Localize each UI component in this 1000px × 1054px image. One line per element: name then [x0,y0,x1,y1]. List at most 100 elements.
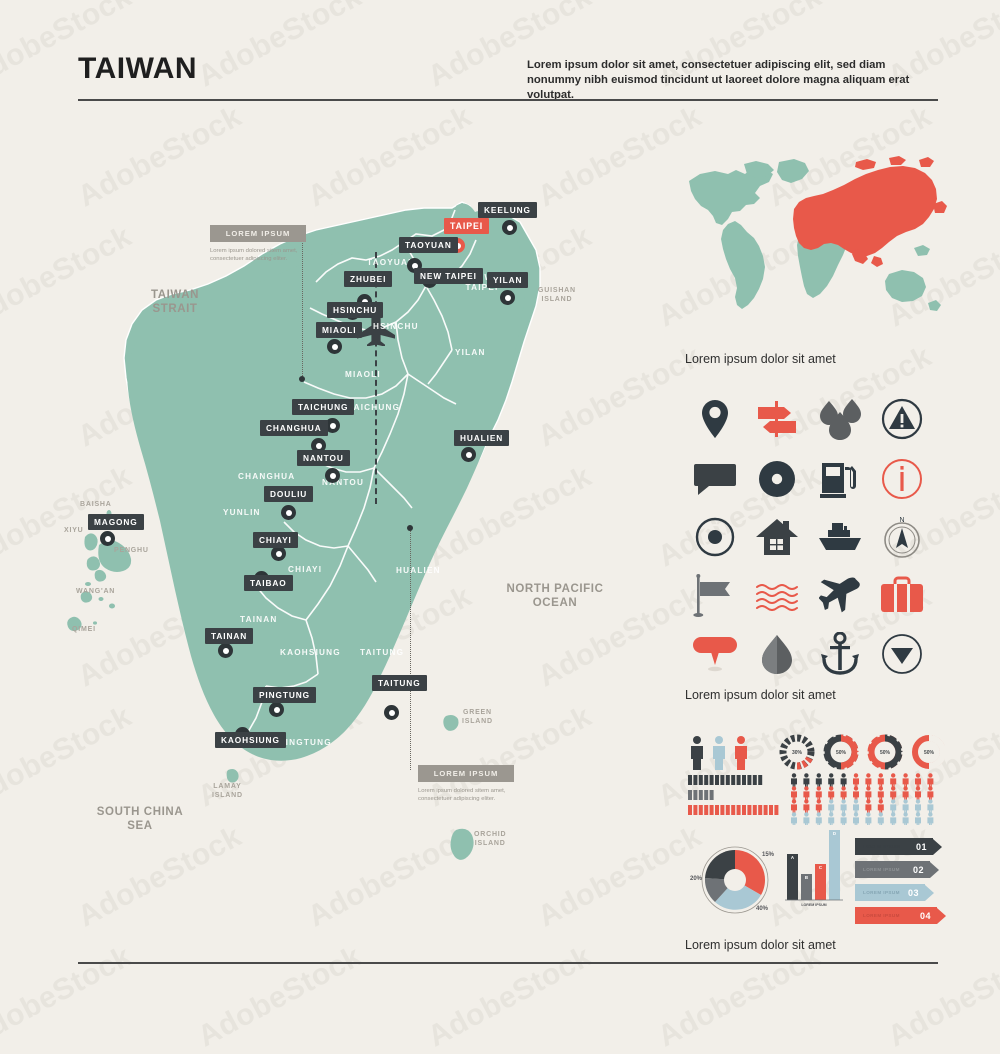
callout-south-title: LOREM IPSUM [418,765,514,782]
city-pin-chiayi[interactable] [271,546,286,561]
penghu-islands [67,510,132,631]
anchor-icon[interactable] [816,630,864,678]
person-pictogram [877,786,884,803]
signpost-icon[interactable] [753,395,801,443]
city-label-chiayi[interactable]: CHIAYI [253,532,298,548]
compass-icon[interactable]: N [878,513,926,561]
city-label-pingtung[interactable]: PINGTUNG [253,687,316,703]
donut-1: 30% [779,734,815,770]
region-label-chiayi: CHIAYI [288,565,323,574]
city-label-yilan[interactable]: YILAN [487,272,529,288]
banner-04[interactable]: LOREM IPSUM 04 [855,907,946,924]
leader-dot-north [299,376,306,382]
svg-text:15%: 15% [762,852,775,858]
city-label-keelung[interactable]: KEELUNG [478,202,537,218]
person-pictogram [865,786,872,803]
donut-chart-set: 30% 50% 50% 50% [779,733,945,771]
header-divider [78,99,938,101]
sea-label-south-china: SOUTH CHINA SEA [96,806,184,832]
city-pin-taitung[interactable] [384,705,399,720]
city-pin-taichung[interactable] [325,418,340,433]
map-pin-icon[interactable] [691,395,739,443]
waves-icon[interactable] [753,572,801,620]
callout-south[interactable]: LOREM IPSUM Lorem ipsum dolored sitem am… [418,765,514,803]
city-label-taibao[interactable]: TAIBAO [244,575,293,591]
speech-bubble-icon[interactable] [691,455,739,503]
city-pin-douliu[interactable] [281,505,296,520]
person-pictogram [815,773,822,790]
ship-icon[interactable] [816,513,864,561]
city-label-tainan[interactable]: TAINAN [205,628,254,644]
city-label-miaoli[interactable]: MIAOLI [316,322,363,338]
airplane-map-icon [357,312,395,346]
city-label-new-taipei[interactable]: NEW TAIPEI [414,268,483,284]
flag-icon[interactable] [691,572,739,620]
city-label-hualien[interactable]: HUALIEN [454,430,510,446]
city-pin-yilan[interactable] [500,290,515,305]
callout-north-text: Lorem ipsum dolored sitem amet, consecte… [210,248,298,262]
green-island-shape [443,715,459,731]
city-pin-miaoli[interactable] [327,339,342,354]
banner-03[interactable]: LOREM IPSUM 03 [855,884,934,901]
callout-north[interactable]: LOREM IPSUM Lorem ipsum dolored sitem am… [210,225,306,263]
taiwan-map[interactable]: TAIWAN STRAIT NORTH PACIFIC OCEAN SOUTH CH… [0,110,660,910]
water-drops-icon[interactable] [816,395,864,443]
city-pin-magong[interactable] [100,531,115,546]
column-chart: A B C D LOREM IPSUM [785,830,843,906]
person-pictogram [877,799,884,816]
island-label-guishan: GUISHAN ISLAND [538,287,576,303]
city-pin-tainan[interactable] [218,643,233,658]
city-label-taoyuan[interactable]: TAOYUAN [399,237,458,253]
city-pin-hualien[interactable] [461,447,476,462]
circle-dot-icon[interactable] [753,455,801,503]
watermark-text: AdobeStock [192,0,368,94]
region-label-hualien: HUALIEN [396,566,441,575]
watermark-text: AdobeStock [652,459,828,574]
gas-station-icon[interactable] [816,455,864,503]
info-circle-icon[interactable] [878,455,926,503]
person-pictogram [803,812,810,825]
city-label-hsinchu[interactable]: HSINCHU [327,302,384,318]
city-label-taitung[interactable]: TAITUNG [372,675,427,691]
bar-d [829,830,840,900]
person-dark [691,736,703,770]
guishan-island-shape [445,297,458,311]
city-label-taipei[interactable]: TAIPEI [444,218,490,234]
city-label-douliu[interactable]: DOULIU [264,486,314,502]
target-circle-icon[interactable] [691,513,739,561]
city-pin-nantou[interactable] [325,468,340,483]
island-label-baisha: BAISHA [80,501,112,508]
city-label-nantou[interactable]: NANTOU [297,450,350,466]
banner-01-label: LOREM IPSUM [863,844,900,849]
location-tag-icon[interactable] [691,630,739,678]
water-drop-icon[interactable] [753,630,801,678]
city-label-changhua[interactable]: CHANGHUA [260,420,328,436]
house-icon[interactable] [753,513,801,561]
city-label-taichung[interactable]: TAICHUNG [292,399,355,415]
suitcase-icon[interactable] [878,572,926,620]
person-pictogram [815,786,822,803]
person-pictogram [828,786,835,803]
person-pictogram [915,786,921,803]
person-pictogram [840,812,847,825]
city-label-zhubei[interactable]: ZHUBEI [344,271,393,287]
orchid-island-shape [450,828,474,860]
city-pin-keelung[interactable] [502,220,517,235]
watermark-text: AdobeStock [422,939,598,1054]
airplane-icon[interactable] [816,572,864,620]
warning-circle-icon[interactable] [878,395,926,443]
banner-01[interactable]: LOREM IPSUM 01 [855,838,942,855]
person-pictogram [902,786,909,803]
banner-02[interactable]: LOREM IPSUM 02 [855,861,939,878]
svg-text:D: D [833,831,836,836]
city-label-magong[interactable]: MAGONG [88,514,144,530]
down-arrow-circle-icon[interactable] [878,630,926,678]
city-label-kaohsiung[interactable]: KAOHSIUNG [215,732,286,748]
city-pin-pingtung[interactable] [269,702,284,717]
city-pin-changhua[interactable] [311,438,326,453]
world-map[interactable] [680,150,950,320]
island-label-qimei: QIMEI [72,626,96,633]
person-pictogram [865,812,872,825]
person-pictogram [853,773,859,790]
callout-leader-north [299,228,306,382]
